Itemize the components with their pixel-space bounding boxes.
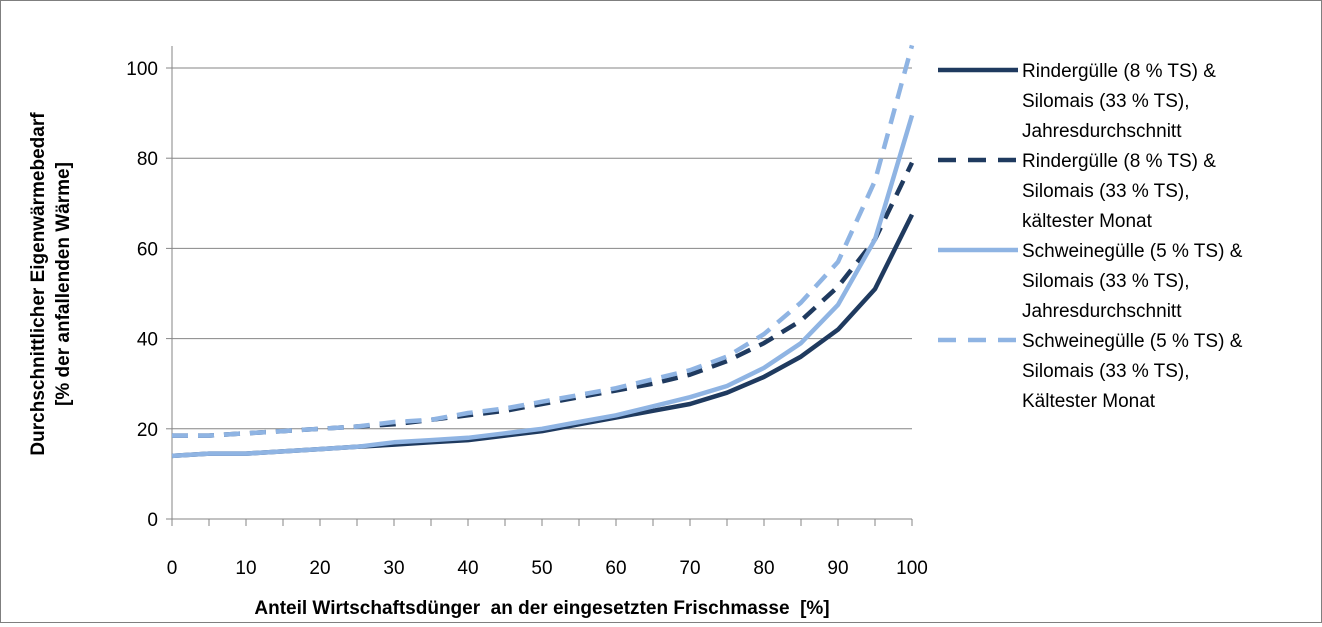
axes: 0 20 40 60 80 100 0 10 20 30 40 50 60 70 80 90 100 (126, 46, 928, 579)
series-line-3 (171, 114, 915, 459)
y-tick-label: 80 (137, 149, 158, 170)
legend-label-4-line-3: Kältester Monat (1022, 391, 1156, 412)
legend-label-4-line-2: Silomais (33 % TS), (1022, 361, 1190, 382)
x-tick-label: 70 (679, 558, 700, 579)
y-tick-label: 20 (137, 420, 158, 441)
legend-label-1-line-2: Silomais (33 % TS), (1022, 91, 1190, 112)
y-tick-label: 60 (137, 239, 158, 260)
y-axis-title-line-2: [% der anfallenden Wärme] (53, 162, 74, 406)
x-tick-label: 80 (753, 558, 774, 579)
y-tick-label: 0 (147, 510, 158, 531)
series-line-2 (172, 161, 915, 438)
x-tick-label: 20 (309, 558, 330, 579)
legend-label-3-line-3: Jahresdurchschnitt (1022, 301, 1182, 322)
x-tick-label: 90 (827, 558, 848, 579)
legend-label-1-line-1: Rindergülle (8 % TS) & (1022, 61, 1216, 82)
x-tick-label: 10 (235, 558, 256, 579)
x-tick-label: 0 (167, 558, 178, 579)
y-tick-label: 40 (137, 330, 158, 351)
legend-label-3-line-1: Schweinegülle (5 % TS) & (1022, 241, 1243, 262)
x-tick-label: 60 (605, 558, 626, 579)
legend: Rindergülle (8 % TS) & Silomais (33 % TS)… (938, 61, 1243, 412)
x-axis-title: Anteil Wirtschaftsdünger an der eingeset… (254, 598, 829, 619)
legend-label-2-line-1: Rindergülle (8 % TS) & (1022, 151, 1216, 172)
x-tick-label: 100 (896, 558, 928, 579)
legend-label-2-line-3: kältester Monat (1022, 211, 1153, 232)
gridlines (172, 67, 912, 430)
series-line-1 (171, 213, 915, 459)
series-line-4 (172, 44, 915, 438)
x-tick-label: 30 (383, 558, 404, 579)
x-tick-label: 40 (457, 558, 478, 579)
legend-label-3-line-2: Silomais (33 % TS), (1022, 271, 1190, 292)
y-tick-label: 100 (126, 59, 158, 80)
legend-label-2-line-2: Silomais (33 % TS), (1022, 181, 1190, 202)
legend-label-4-line-1: Schweinegülle (5 % TS) & (1022, 331, 1243, 352)
y-axis-title-line-1: Durchschnittlicher Eigenwärmebedarf (28, 112, 49, 456)
legend-label-1-line-3: Jahresdurchschnitt (1022, 121, 1182, 142)
series-lines (171, 44, 915, 459)
x-tick-label: 50 (531, 558, 552, 579)
